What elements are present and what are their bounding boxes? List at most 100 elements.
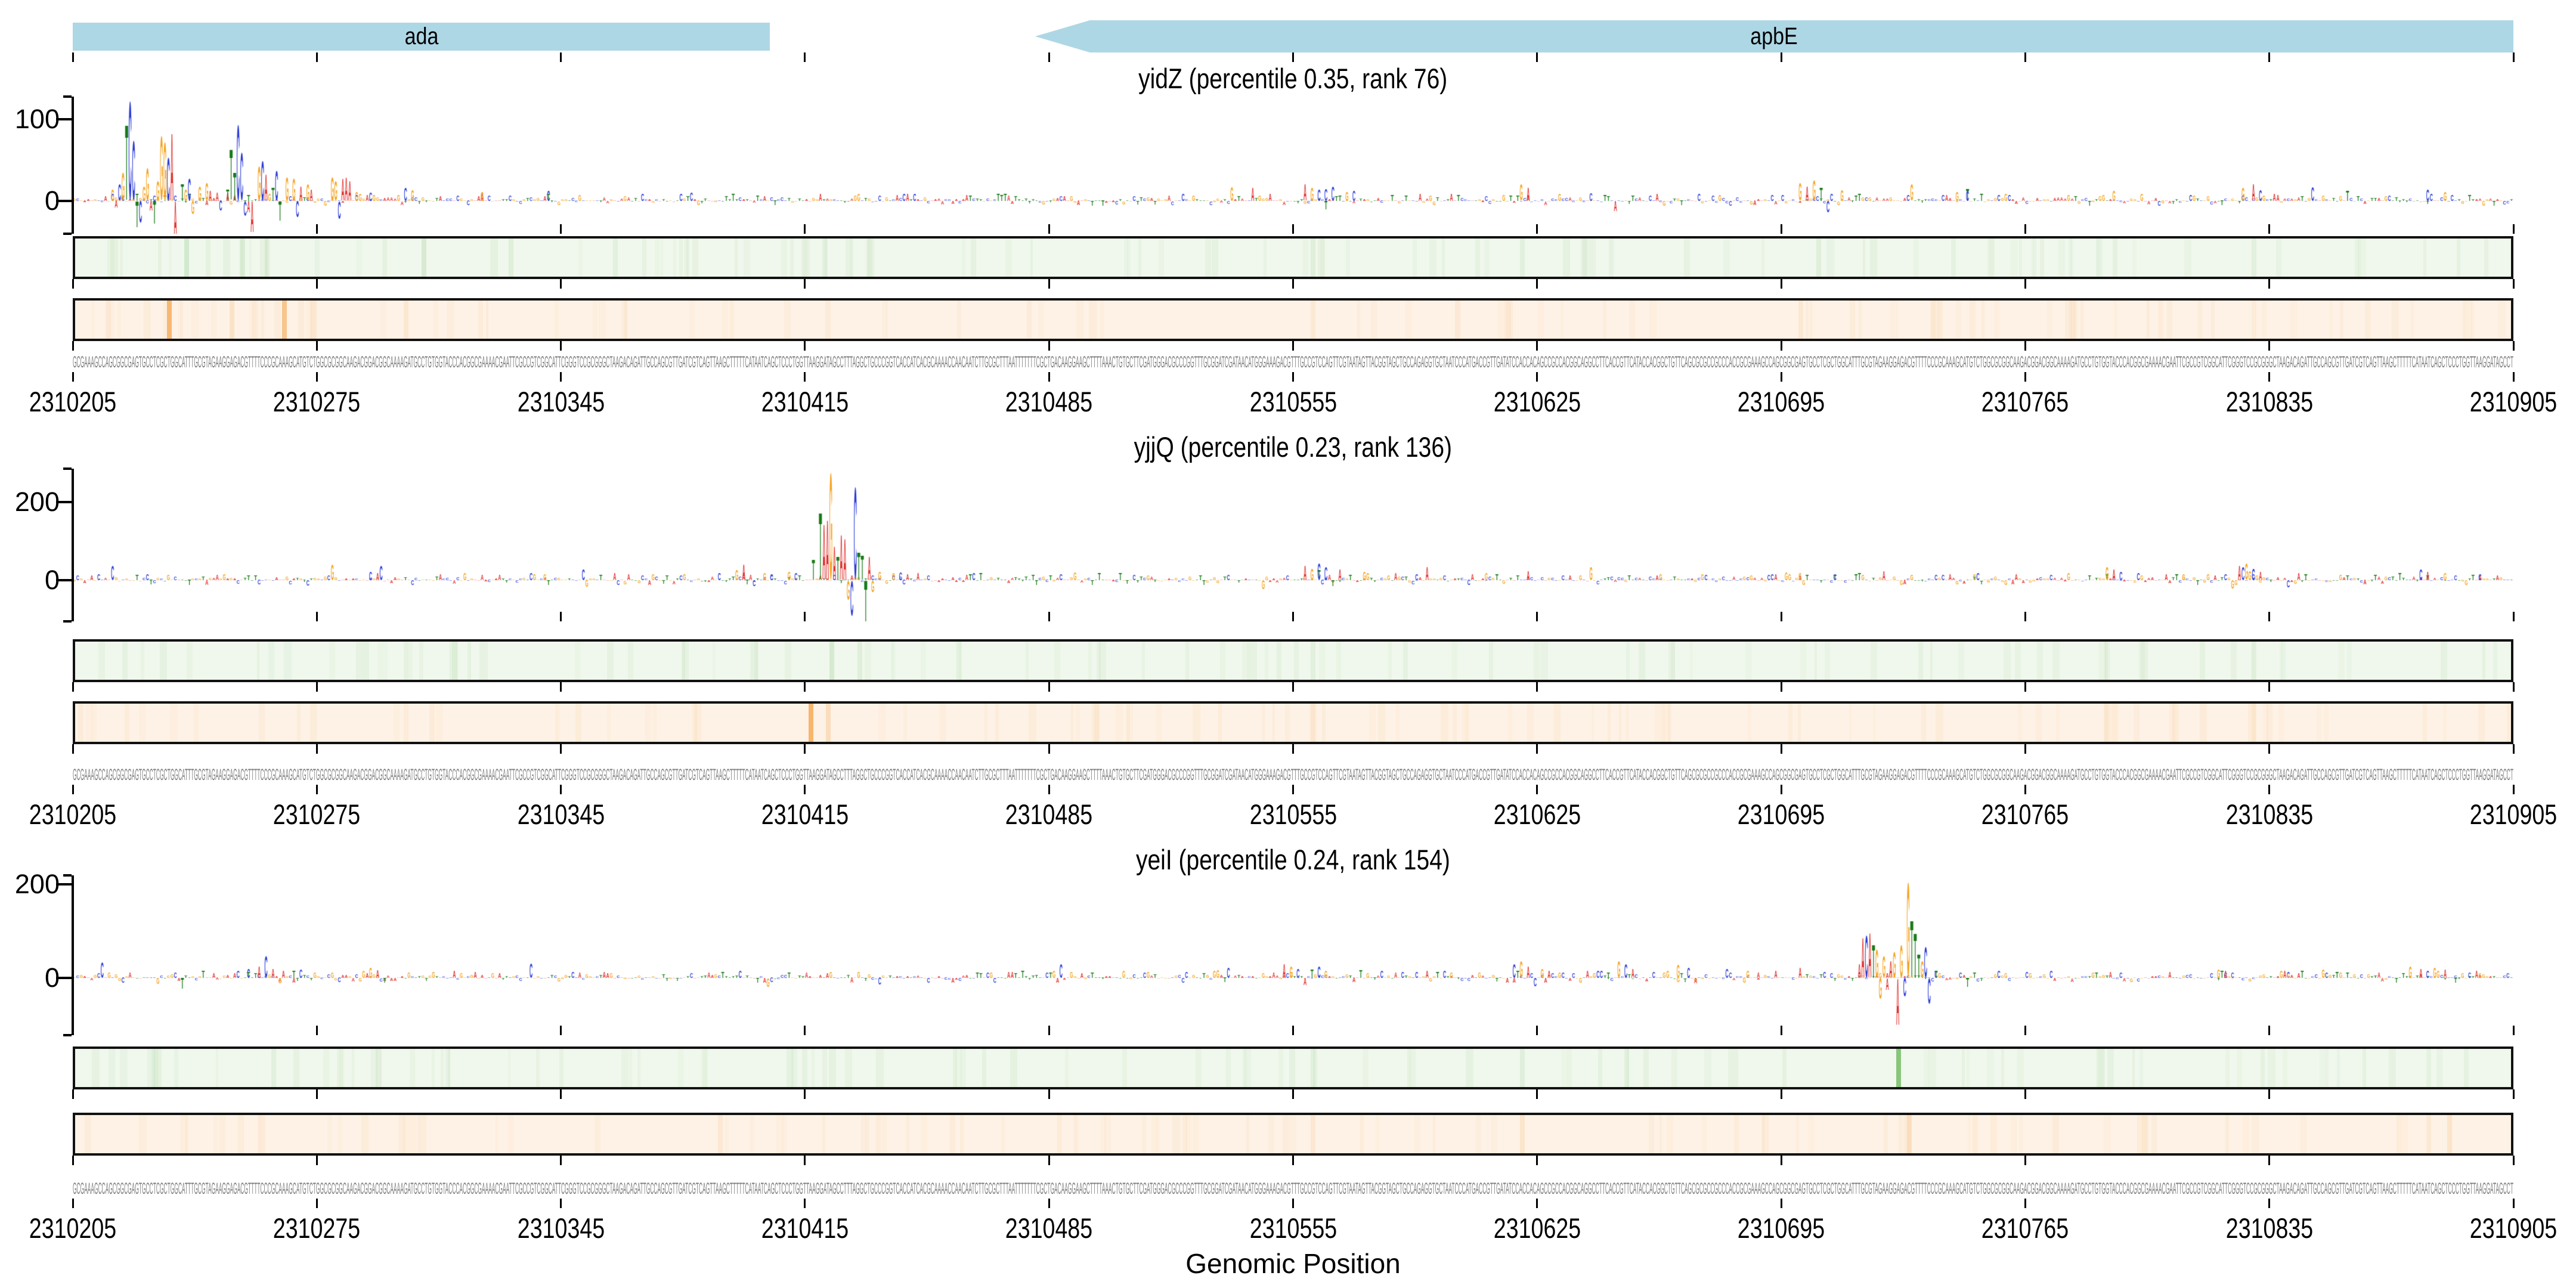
heatmap-faint-line — [1142, 642, 1145, 680]
strip-x-tick — [1292, 1089, 1294, 1099]
heatmap-faint-line — [185, 1115, 188, 1153]
strip-x-tick — [560, 682, 562, 692]
strip-x-tick — [72, 744, 74, 754]
heatmap-faint-line — [249, 239, 252, 277]
logo-x-tick — [560, 1026, 562, 1035]
logo-x-tick — [804, 612, 806, 621]
heatmap-faint-line — [2144, 1115, 2149, 1153]
heatmap-faint-line — [2019, 239, 2022, 277]
heatmap-faint-line — [496, 1115, 499, 1153]
heatmap-faint-line — [410, 1115, 417, 1153]
strip-x-tick — [1048, 1156, 1050, 1165]
heatmap-faint-line — [1649, 301, 1657, 339]
heatmap-faint-line — [1294, 642, 1299, 680]
heatmap-faint-line — [2107, 1049, 2114, 1087]
heatmap-signal-line — [2112, 239, 2117, 277]
y-tick-label: 200 — [14, 869, 60, 899]
orange-heatmap-strip — [73, 1113, 2513, 1156]
heatmap-faint-line — [375, 1049, 382, 1087]
heatmap-faint-line — [419, 642, 423, 680]
heatmap-faint-line — [1597, 1049, 1602, 1087]
x-tick-label: 2310625 — [1493, 798, 1581, 830]
green-heatmap-strip — [73, 1046, 2513, 1089]
strip-x-tick — [804, 341, 806, 351]
ruler-tick — [1780, 52, 1782, 62]
heatmap-faint-line — [1506, 301, 1513, 339]
x-axis-tick — [72, 1199, 74, 1208]
heatmap-signal-line — [822, 239, 828, 277]
heatmap-faint-line — [1126, 704, 1131, 742]
heatmap-signal-line — [508, 239, 513, 277]
x-axis-tick — [804, 785, 806, 794]
heatmap-faint-line — [187, 642, 193, 680]
heatmap-faint-line — [1371, 301, 1377, 339]
heatmap-faint-line — [109, 1049, 115, 1087]
heatmap-faint-line — [2098, 1049, 2105, 1087]
heatmap-faint-line — [1664, 704, 1670, 742]
heatmap-faint-line — [1452, 704, 1457, 742]
heatmap-faint-line — [1322, 704, 1326, 742]
heatmap-faint-line — [655, 239, 659, 277]
heatmap-faint-line — [257, 1115, 262, 1153]
y-axis-end-tick — [63, 233, 72, 235]
heatmap-faint-line — [1403, 642, 1408, 680]
heatmap-faint-line — [384, 642, 388, 680]
strip-x-tick — [72, 1089, 74, 1099]
heatmap-faint-line — [2396, 1115, 2401, 1153]
heatmap-signal-line — [857, 642, 862, 680]
heatmap-faint-line — [1937, 301, 1943, 339]
heatmap-faint-line — [2463, 301, 2466, 339]
heatmap-faint-line — [1098, 642, 1107, 680]
y-tick — [56, 579, 72, 581]
heatmap-faint-line — [1883, 1115, 1888, 1153]
heatmap-faint-line — [179, 301, 184, 339]
heatmap-faint-line — [637, 1049, 641, 1087]
y-tick-label: 0 — [44, 565, 60, 595]
heatmap-faint-line — [268, 642, 275, 680]
heatmap-faint-line — [2441, 642, 2448, 680]
heatmap-signal-line — [1310, 239, 1315, 277]
heatmap-faint-line — [337, 1049, 343, 1087]
x-axis-tick — [315, 372, 318, 382]
heatmap-faint-line — [1619, 704, 1622, 742]
x-tick-label: 2310625 — [1493, 1212, 1581, 1244]
heatmap-faint-line — [361, 1115, 369, 1153]
heatmap-faint-line — [139, 1115, 147, 1153]
heatmap-faint-line — [2080, 301, 2083, 339]
heatmap-faint-line — [652, 704, 657, 742]
heatmap-faint-line — [2498, 301, 2505, 339]
heatmap-faint-line — [1412, 239, 1417, 277]
heatmap-faint-line — [206, 239, 211, 277]
heatmap-faint-line — [508, 1115, 513, 1153]
heatmap-faint-line — [339, 1049, 345, 1087]
heatmap-faint-line — [822, 1115, 825, 1153]
heatmap-signal-line — [1519, 1049, 1525, 1087]
heatmap-faint-line — [380, 301, 387, 339]
heatmap-faint-line — [284, 642, 292, 680]
x-tick-label: 2310905 — [2469, 1212, 2558, 1244]
heatmap-faint-line — [1320, 239, 1325, 277]
heatmap-signal-line — [281, 301, 287, 339]
dna-sequence-row: GCGAAAGCCAGCGGCGAGTGCCTCGCTGGCATTTGCGTAG… — [73, 1179, 2513, 1197]
heatmap-faint-line — [1075, 1115, 1079, 1153]
green-heatmap-strip — [73, 639, 2513, 682]
heatmap-faint-line — [660, 239, 664, 277]
heatmap-faint-line — [1360, 1115, 1364, 1153]
heatmap-faint-line — [1272, 704, 1275, 742]
heatmap-faint-line — [2157, 301, 2163, 339]
heatmap-faint-line — [153, 1049, 162, 1087]
heatmap-faint-line — [1313, 1049, 1317, 1087]
heatmap-faint-line — [2096, 1049, 2104, 1087]
heatmap-signal-line — [1519, 239, 1525, 277]
strip-x-tick — [1048, 682, 1050, 692]
heatmap-faint-line — [1484, 239, 1490, 277]
heatmap-faint-line — [1928, 1049, 1936, 1087]
heatmap-faint-line — [1451, 642, 1457, 680]
heatmap-faint-line — [261, 301, 264, 339]
heatmap-faint-line — [1309, 704, 1317, 742]
heatmap-faint-line — [1100, 301, 1104, 339]
panel-title-yeiI: yeiI (percentile 0.24, rank 154) — [0, 843, 2576, 876]
heatmap-faint-line — [1336, 642, 1342, 680]
y-axis-end-tick — [63, 620, 72, 623]
heatmap-faint-line — [508, 1049, 511, 1087]
